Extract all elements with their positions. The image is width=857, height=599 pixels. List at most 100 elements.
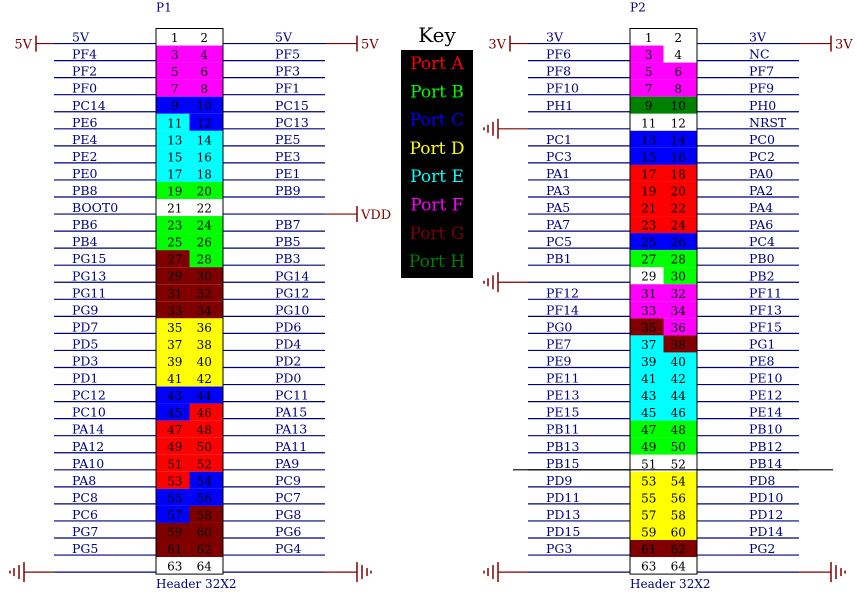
pin-cell-right [663,216,697,234]
net-label-right: PF9 [749,81,774,96]
pin-number: 48 [671,423,686,437]
pin-row: 29 30 PB2 [483,267,799,293]
pin-cell-left [630,233,664,251]
net-label-left: PC3 [546,149,572,164]
pin-cell-right [189,386,223,404]
pin-cell-right [189,369,223,387]
pin-cell-left [630,113,664,131]
net-label-right: PA2 [749,183,773,198]
pin-row: 61 62 PG5 PG4 [54,540,325,558]
pin-cell-right [189,267,223,285]
pin-cell-right [189,164,223,182]
net-label-left: PA14 [72,422,104,437]
net-label-left: PF10 [546,81,579,96]
pin-number: 29 [167,270,182,284]
pin-cell-left [630,522,664,540]
net-label-right: PA11 [275,439,307,454]
net-label-right: PC15 [275,98,309,113]
net-label-right: PE1 [275,166,301,181]
pin-number: 6 [674,65,682,79]
header-body [155,28,224,575]
pin-number: 18 [197,167,212,181]
pin-number: 42 [197,372,212,386]
pin-cell-right [663,250,697,268]
pin-cell-right [663,284,697,302]
pin-row: 45 46 PC10 PA15 [54,403,325,421]
pin-number: 50 [197,440,212,454]
pin-number: 11 [641,116,656,130]
pin-number: 26 [197,236,212,250]
pin-number: 17 [641,167,656,181]
net-label-left: PH1 [546,98,573,113]
pin-number: 58 [671,508,686,522]
pin-number: 56 [671,491,686,505]
pin-row: 49 50 PA12 PA11 [54,437,325,455]
pin-cell-left [156,437,190,455]
net-label-right: PA15 [275,405,307,420]
net-label-right: PC4 [749,234,775,249]
pin-row: 51 52 PA10 PA9 [54,454,325,472]
net-label-left: PG5 [72,541,98,556]
pin-number: 40 [671,355,686,369]
pin-number: 53 [641,474,656,488]
pin-cell-left [630,318,664,336]
pin-number: 5 [171,65,179,79]
net-label-left: PE9 [546,354,572,369]
pin-number: 25 [167,236,182,250]
net-label-right: PC7 [275,490,301,505]
pin-cell-left [156,386,190,404]
pin-cell-left [630,454,664,472]
pin-cell-left [156,147,190,165]
net-label-right: PD0 [275,371,301,386]
net-label-right: PB2 [749,268,775,283]
net-label-right: PE14 [749,405,782,420]
pin-cell-left [630,216,664,234]
pin-number: 55 [641,491,656,505]
pin-cell-left [630,199,664,217]
net-label-right: PG10 [275,302,309,317]
key-item: Port E [410,167,464,187]
pin-number: 32 [197,287,212,301]
pin-number: 49 [641,440,656,454]
pin-cell-right [663,335,697,353]
pin-cell-right [663,164,697,182]
pin-cell-right [663,147,697,165]
pin-row: 7 8 PF10 PF9 [528,79,799,97]
net-label-right: PE3 [275,149,301,164]
net-label-left: PC5 [546,234,572,249]
pin-number: 44 [197,389,213,403]
pin-cell-left [630,62,664,80]
pin-cell-right [663,540,697,558]
pin-row: 11 12 NRST [483,113,799,139]
pin-cell-right [189,352,223,370]
pin-row: 63 64 [9,557,372,583]
pin-cell-right [189,420,223,438]
net-label-right: PA6 [749,217,773,232]
net-label-right: PB0 [749,251,775,266]
net-label-right: NC [749,47,770,62]
pin-number: 38 [197,338,212,352]
header-designator: P1 [156,1,172,15]
net-label-right: PB3 [275,251,301,266]
pin-cell-left [630,164,664,182]
pin-number: 5 [645,65,653,79]
net-label-left: PD13 [546,507,580,522]
net-label-left: PD15 [546,524,580,539]
pin-number: 47 [167,423,182,437]
pin-number: 38 [671,338,686,352]
pin-cell-left [156,403,190,421]
pin-number: 17 [167,167,182,181]
pin-cell-right [663,79,697,97]
pin-row: 43 44 PC12 PC11 [54,386,325,404]
pin-row: 13 14 PC1 PC0 [528,130,799,148]
pin-cell-left [630,301,664,319]
pin-cell-left [156,454,190,472]
pin-number: 14 [197,133,213,147]
pin-cell-right [189,216,223,234]
pin-number: 3 [171,48,179,62]
pin-row: 5 6 PF2 PF3 [54,62,325,80]
net-label-right: PG8 [275,507,301,522]
pin-row: 25 26 PB4 PB5 [54,233,325,251]
pin-number: 32 [671,287,686,301]
